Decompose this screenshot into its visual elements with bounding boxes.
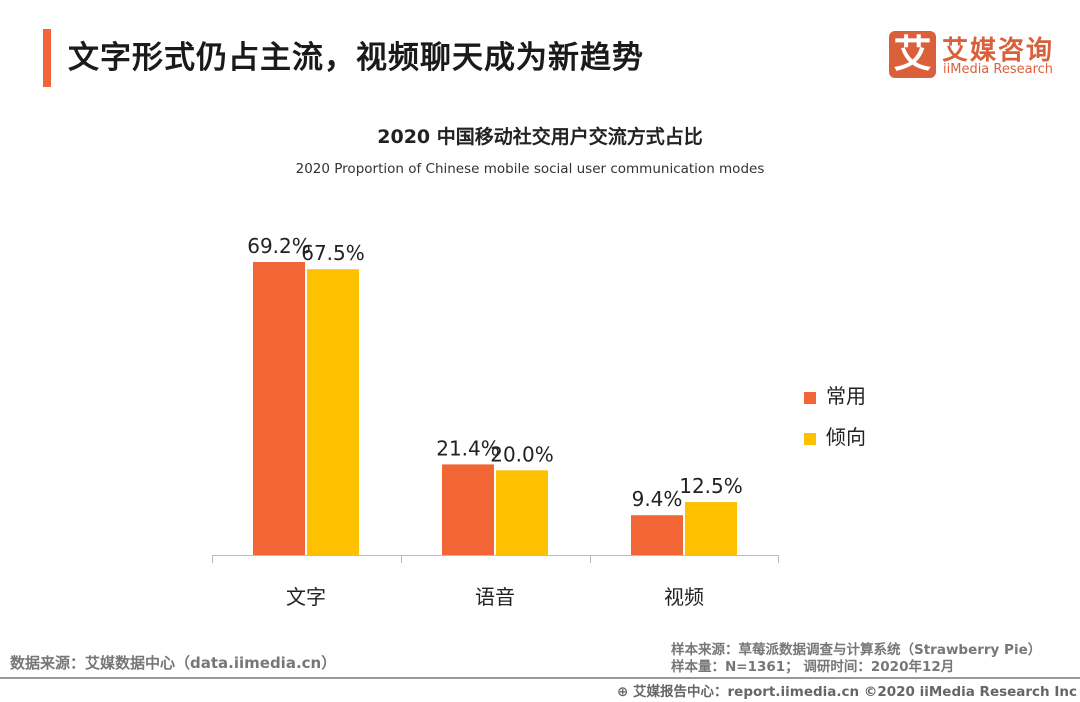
- bar-2-3: [685, 502, 737, 555]
- bar-1-3: [631, 515, 683, 555]
- sample-size: 样本量：N=1361； 调研时间：2020年12月: [671, 659, 955, 675]
- data-label: 21.4%: [436, 436, 500, 460]
- chart-subtitle: 2020 Proportion of Chinese mobile social…: [295, 161, 765, 177]
- x-tick-label: 视频: [664, 585, 704, 609]
- legend-swatch: [804, 391, 816, 404]
- data-label: 20.0%: [490, 442, 554, 466]
- logo-mark: 艾: [889, 31, 936, 78]
- legend-swatch: [804, 432, 816, 445]
- page-title: 文字形式仍占主流，视频聊天成为新趋势: [68, 40, 644, 76]
- data-source: 数据来源：艾媒数据中心（data.iimedia.cn）: [10, 654, 337, 672]
- logo-text-cn: 艾媒咨询: [942, 36, 1055, 66]
- bar-2-1: [307, 269, 359, 555]
- footer-divider: [0, 677, 1080, 679]
- legend-label: 倾向: [826, 425, 866, 449]
- legend-label: 常用: [826, 384, 866, 408]
- legend-item-2: 倾向: [804, 421, 866, 450]
- bar-2-2: [496, 470, 548, 555]
- x-tick-label: 语音: [475, 585, 515, 609]
- legend-item-1: 常用: [804, 380, 866, 409]
- bar-1-2: [442, 464, 494, 555]
- data-label: 67.5%: [301, 241, 365, 265]
- data-label: 9.4%: [632, 487, 683, 511]
- sample-source: 样本来源：草莓派数据调查与计算系统（Strawberry Pie）: [671, 642, 1042, 658]
- bar-1-1: [253, 262, 305, 555]
- chart-title: 2020 中国移动社交用户交流方式占比: [377, 126, 703, 148]
- data-label: 69.2%: [247, 234, 311, 258]
- data-label: 12.5%: [679, 474, 743, 498]
- title-accent-bar: [43, 29, 51, 87]
- logo-text-en: iiMedia Research: [943, 62, 1054, 77]
- globe-icon: ⊕: [617, 684, 634, 700]
- footer-copyright: ⊕ 艾媒报告中心：report.iimedia.cn ©2020 iiMedia…: [617, 684, 1078, 700]
- x-tick-label: 文字: [286, 585, 326, 609]
